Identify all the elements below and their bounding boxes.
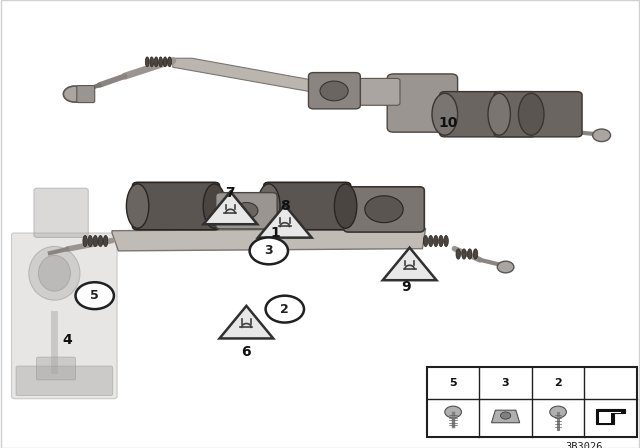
Polygon shape <box>112 228 426 251</box>
Ellipse shape <box>462 249 466 259</box>
Ellipse shape <box>432 93 458 135</box>
Circle shape <box>76 282 114 309</box>
Circle shape <box>365 196 403 223</box>
Ellipse shape <box>467 249 472 259</box>
Text: 10: 10 <box>438 116 458 130</box>
FancyBboxPatch shape <box>349 78 400 105</box>
Text: 3B3026: 3B3026 <box>566 442 603 448</box>
Ellipse shape <box>154 57 158 67</box>
Ellipse shape <box>150 57 154 67</box>
Circle shape <box>445 406 461 418</box>
FancyBboxPatch shape <box>34 188 88 237</box>
FancyBboxPatch shape <box>216 193 277 229</box>
FancyBboxPatch shape <box>264 182 351 230</box>
Polygon shape <box>599 412 621 423</box>
Ellipse shape <box>456 249 461 259</box>
Ellipse shape <box>518 93 544 135</box>
Text: 2: 2 <box>280 302 289 316</box>
Text: 3: 3 <box>264 244 273 258</box>
Circle shape <box>235 202 258 219</box>
Circle shape <box>320 81 348 101</box>
Text: 4: 4 <box>62 333 72 348</box>
Polygon shape <box>204 192 257 224</box>
FancyBboxPatch shape <box>16 366 113 396</box>
Ellipse shape <box>335 184 357 228</box>
FancyBboxPatch shape <box>494 92 582 137</box>
Ellipse shape <box>83 236 88 246</box>
Polygon shape <box>492 410 520 423</box>
Ellipse shape <box>127 184 148 228</box>
Ellipse shape <box>434 236 438 246</box>
Text: 9: 9 <box>401 280 412 294</box>
FancyBboxPatch shape <box>77 86 95 103</box>
Circle shape <box>266 296 304 323</box>
Ellipse shape <box>145 57 149 67</box>
Text: 8: 8 <box>280 199 290 213</box>
Text: 5: 5 <box>90 289 99 302</box>
Ellipse shape <box>99 236 102 246</box>
Ellipse shape <box>104 236 108 246</box>
Ellipse shape <box>204 184 225 228</box>
Text: 2: 2 <box>554 378 562 388</box>
Polygon shape <box>220 306 273 338</box>
Circle shape <box>550 406 566 418</box>
Polygon shape <box>173 58 563 134</box>
FancyBboxPatch shape <box>440 92 536 137</box>
Text: 7: 7 <box>225 185 236 200</box>
FancyBboxPatch shape <box>344 187 424 232</box>
Ellipse shape <box>444 236 449 246</box>
Ellipse shape <box>439 236 444 246</box>
FancyBboxPatch shape <box>308 73 360 109</box>
Circle shape <box>497 261 514 273</box>
Ellipse shape <box>429 236 433 246</box>
Polygon shape <box>596 409 625 424</box>
Ellipse shape <box>424 236 428 246</box>
Ellipse shape <box>488 93 511 135</box>
Ellipse shape <box>258 184 280 228</box>
Circle shape <box>63 86 86 102</box>
Text: 1: 1 <box>270 226 280 240</box>
Circle shape <box>593 129 611 142</box>
Ellipse shape <box>38 255 70 291</box>
FancyBboxPatch shape <box>387 74 458 132</box>
FancyBboxPatch shape <box>12 233 117 399</box>
Circle shape <box>500 412 511 419</box>
Ellipse shape <box>168 57 172 67</box>
Polygon shape <box>383 248 436 280</box>
FancyBboxPatch shape <box>132 182 220 230</box>
Ellipse shape <box>163 57 167 67</box>
Ellipse shape <box>93 236 98 246</box>
Text: 6: 6 <box>241 345 252 359</box>
Text: 3: 3 <box>502 378 509 388</box>
Text: 5: 5 <box>449 378 457 388</box>
FancyBboxPatch shape <box>427 367 637 437</box>
Circle shape <box>250 237 288 264</box>
Ellipse shape <box>474 249 477 259</box>
Ellipse shape <box>29 246 80 300</box>
FancyBboxPatch shape <box>36 357 76 380</box>
Ellipse shape <box>159 57 163 67</box>
Ellipse shape <box>88 236 93 246</box>
Polygon shape <box>258 205 312 237</box>
